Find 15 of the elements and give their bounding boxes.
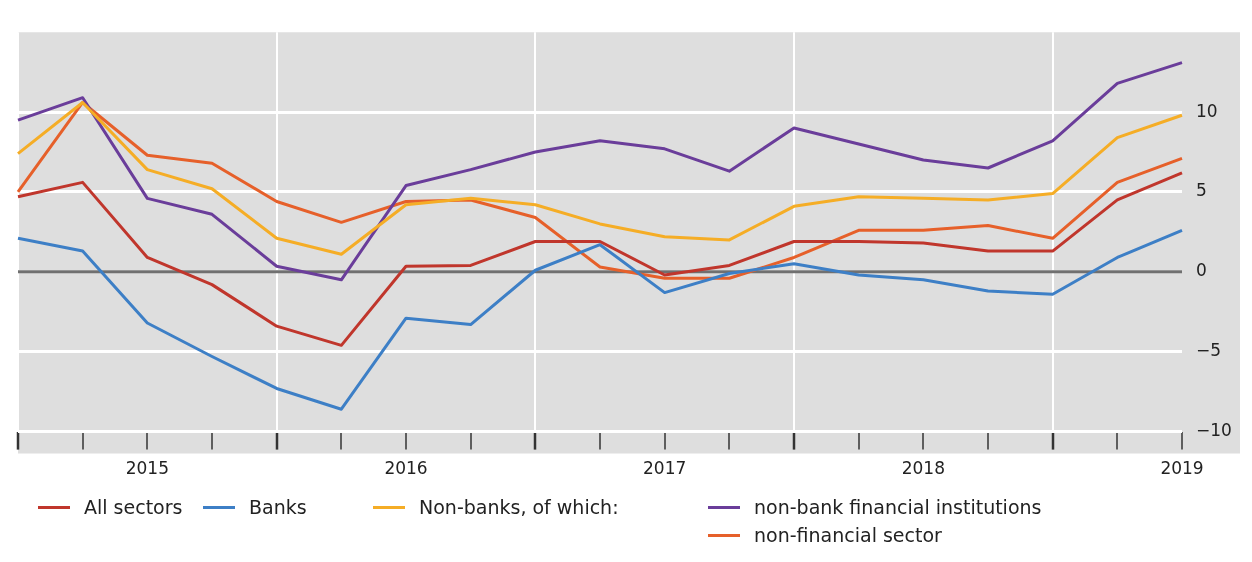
y-tick-label: −10: [1196, 420, 1232, 441]
x-tick-label: 2018: [901, 458, 945, 479]
legend-label: Banks: [249, 496, 307, 518]
y-tick-label: 10: [1196, 100, 1218, 121]
legend-label: non-financial sector: [754, 524, 942, 546]
x-tick-label: 2016: [384, 458, 428, 479]
y-tick-label: −5: [1196, 340, 1222, 361]
legend-label: non-bank financial institutions: [754, 496, 1042, 518]
x-tick-label: 2017: [643, 458, 687, 479]
y-tick-label: 5: [1196, 180, 1207, 201]
x-tick-label: 2015: [125, 458, 169, 479]
legend-label: All sectors: [84, 496, 183, 518]
legend-label: Non-banks, of which:: [419, 496, 619, 518]
y-tick-label: 0: [1196, 260, 1207, 281]
x-tick-label: 2019: [1160, 458, 1204, 479]
